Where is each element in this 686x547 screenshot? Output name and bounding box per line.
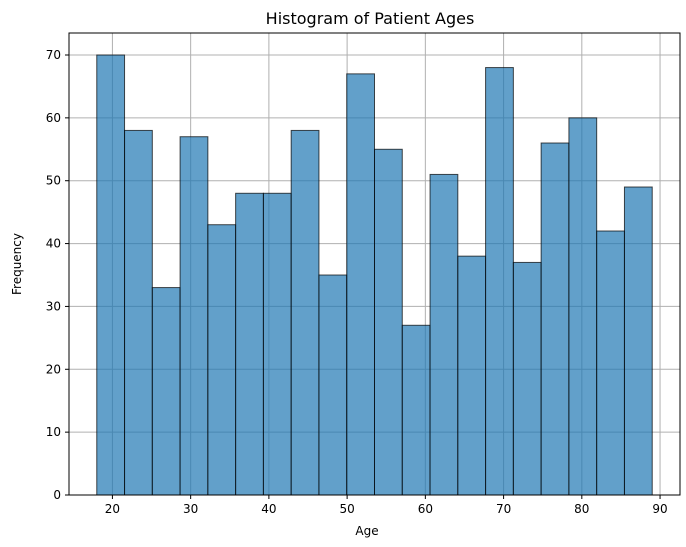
histogram-bar [401, 324, 431, 496]
histogram-bar [179, 136, 209, 496]
histogram-bar [318, 274, 348, 496]
y-tick-label: 20 [46, 362, 61, 376]
y-tick-label: 0 [53, 488, 61, 502]
histogram-bar [374, 148, 403, 496]
bars [96, 54, 653, 496]
y-axis-label: Frequency [10, 233, 24, 295]
histogram-bar [96, 54, 126, 496]
x-tick-label: 30 [183, 502, 198, 516]
histogram-bar [429, 173, 459, 496]
histogram-bar [596, 230, 625, 496]
histogram-bar [485, 67, 514, 496]
plot-frame [68, 32, 681, 496]
histogram-bar [207, 224, 237, 496]
x-tick-label: 40 [261, 502, 276, 516]
y-tick-label: 30 [46, 299, 61, 313]
histogram-bar [568, 117, 598, 496]
x-tick-label: 90 [652, 502, 667, 516]
x-tick-label: 20 [105, 502, 120, 516]
y-tick-label: 60 [46, 111, 61, 125]
y-axis-ticks: 0 10 20 30 40 50 60 70 [46, 48, 69, 502]
histogram-bar [540, 142, 570, 496]
histogram-bar [235, 192, 264, 496]
x-axis-label: Age [355, 524, 378, 538]
chart-title: Histogram of Patient Ages [266, 9, 475, 28]
x-tick-label: 60 [418, 502, 433, 516]
histogram-bar [262, 192, 292, 496]
x-tick-label: 80 [574, 502, 589, 516]
x-axis-ticks: 20 30 40 50 60 70 80 90 [105, 495, 668, 516]
x-tick-label: 50 [339, 502, 354, 516]
histogram-bar [457, 255, 487, 496]
histogram-bar [346, 73, 375, 496]
y-tick-label: 40 [46, 237, 61, 251]
y-tick-label: 70 [46, 48, 61, 62]
histogram-bar [151, 287, 181, 496]
y-tick-label: 10 [46, 425, 61, 439]
histogram-bar [124, 129, 153, 496]
x-tick-label: 70 [496, 502, 511, 516]
y-tick-label: 50 [46, 174, 61, 188]
histogram-bar [512, 261, 542, 496]
histogram-bar [623, 186, 653, 496]
histogram-bar [290, 129, 320, 496]
